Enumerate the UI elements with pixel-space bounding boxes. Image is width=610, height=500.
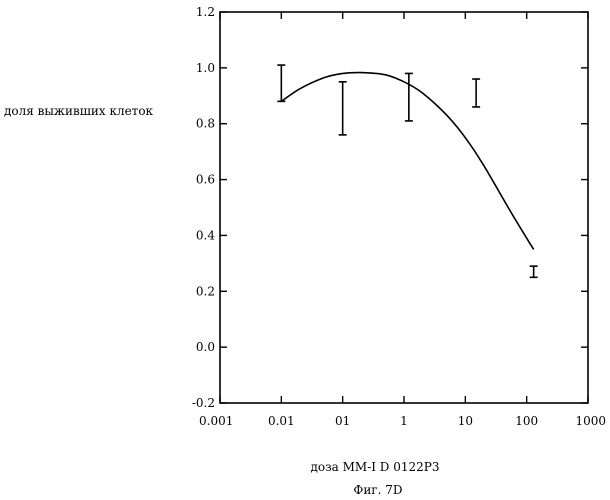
x-tick-label: 10: [458, 414, 473, 428]
y-tick-label: -0.2: [192, 396, 215, 410]
y-tick-label: 0.6: [196, 173, 215, 187]
error-bar: [405, 73, 413, 120]
error-bars: [277, 65, 537, 277]
x-tick-label: 0.001: [199, 414, 233, 428]
x-tick-label: 0.01: [268, 414, 295, 428]
y-tick-label: 0.8: [196, 117, 215, 131]
error-bar: [530, 266, 538, 277]
x-axis-ticks: 0.001 0.01 01 1 10 100 1000: [199, 12, 606, 428]
y-axis-title: доля выживших клеток: [4, 104, 154, 118]
error-bar: [339, 82, 347, 135]
error-bar: [277, 65, 285, 101]
y-tick-label: 1.2: [196, 5, 215, 19]
x-tick-label: 1: [400, 414, 408, 428]
y-axis-ticks: -0.2 0.0 0.2 0.4 0.6 0.8 1.0 1.2: [192, 5, 588, 410]
plot-frame: [220, 12, 588, 403]
x-tick-label: 1000: [575, 414, 606, 428]
x-axis-title: доза MM-I D 0122P3: [311, 460, 440, 474]
y-tick-label: 1.0: [196, 61, 215, 75]
y-tick-label: 0.2: [196, 284, 215, 298]
y-tick-label: 0.0: [196, 340, 215, 354]
x-tick-label: 01: [335, 414, 350, 428]
fit-curve: [281, 73, 533, 250]
error-bar: [472, 79, 480, 107]
y-tick-label: 0.4: [196, 228, 215, 242]
x-tick-label: 100: [515, 414, 538, 428]
figure-caption: Фиг. 7D: [353, 483, 402, 497]
